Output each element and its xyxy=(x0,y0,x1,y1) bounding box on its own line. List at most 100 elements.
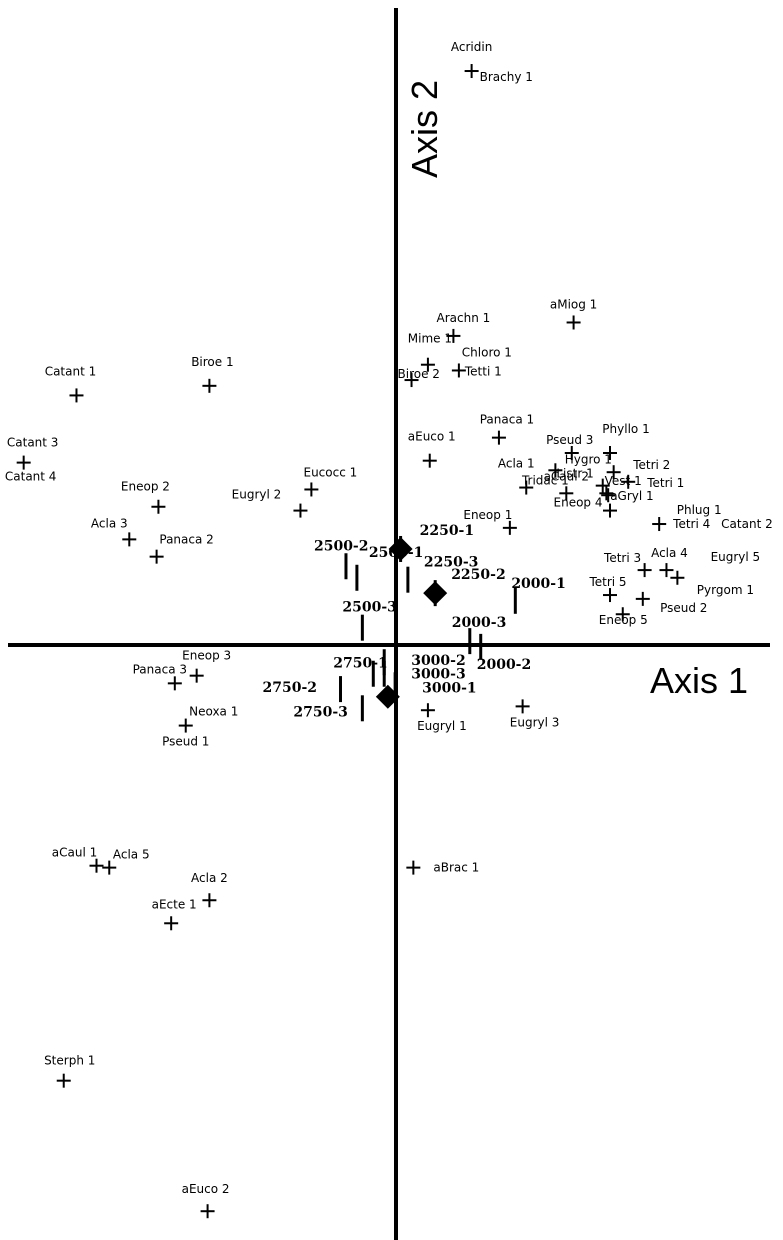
species-label-acla-1: Acla 1 xyxy=(498,457,535,471)
species-marker-panaca-1 xyxy=(491,430,506,445)
species-label-acla-2: Acla 2 xyxy=(191,871,228,885)
species-label-listr-1: Listr 1 xyxy=(556,466,593,480)
species-label-panaca-2: Panaca 2 xyxy=(159,533,213,547)
species-label-pseud-1: Pseud 1 xyxy=(162,735,209,749)
x-axis-title: Axis 1 xyxy=(650,660,748,701)
species-marker-acla-5 xyxy=(102,860,117,875)
species-label-tetri-2: Tetri 2 xyxy=(632,458,670,472)
species-label-eneop-2: Eneop 2 xyxy=(121,480,170,494)
species-marker-panaca-3 xyxy=(167,676,182,691)
species-marker-listr-1 xyxy=(599,486,614,501)
species-marker-acla-4 xyxy=(659,563,674,578)
species-marker-acridin xyxy=(464,64,479,79)
species-label-catant-2: Catant 2 xyxy=(721,517,773,531)
species-marker-biroe-2 xyxy=(404,373,419,388)
sample-label-2000-1: 2000-1 xyxy=(511,576,566,592)
species-label-biroe-1: Biroe 1 xyxy=(191,355,233,369)
sample-label-2750-2: 2750-2 xyxy=(263,680,318,696)
sample-label-2250-2: 2250-2 xyxy=(451,567,506,583)
sample-label-2750-1: 2750-1 xyxy=(333,656,388,672)
species-marker-pseud-3 xyxy=(564,446,579,461)
species-marker-acla-2 xyxy=(202,893,217,908)
species-marker-eucocc-1 xyxy=(304,482,319,497)
species-marker-acaul-1 xyxy=(89,858,104,873)
species-label-acla-5: Acla 5 xyxy=(113,848,150,862)
species-label-catant-1: Catant 1 xyxy=(45,364,97,378)
species-marker-catant-3 xyxy=(16,455,31,470)
species-label-acla-3: Acla 3 xyxy=(91,516,128,530)
species-label-arachn-1: Arachn 1 xyxy=(437,311,491,325)
species-marker-eugryl-1 xyxy=(420,703,435,718)
centroid-diamond-3 xyxy=(375,684,400,709)
species-marker-acaul-2 xyxy=(559,486,574,501)
species-marker-chloro-1 xyxy=(451,363,466,378)
species-label-brachy-1: Brachy 1 xyxy=(480,70,533,84)
sample-label-3000-3: 3000-3 xyxy=(411,667,466,683)
species-marker-pyrgom-1 xyxy=(670,570,685,585)
species-marker-phlug-1 xyxy=(652,517,667,532)
sample-label-2750-3: 2750-3 xyxy=(293,704,348,720)
species-label-agryl-1: aGryl 1 xyxy=(610,489,653,503)
species-label-tridac-1: Tridac 1 xyxy=(521,473,569,487)
species-marker-neoxa-1 xyxy=(178,718,193,733)
species-label-pyrgom-1: Pyrgom 1 xyxy=(697,583,754,597)
species-marker-aeuco-1 xyxy=(422,453,437,468)
species-label-mime-1: Mime 1 xyxy=(408,332,452,346)
species-label-acridin: Acridin xyxy=(451,40,492,54)
species-label-aeuco-1: aEuco 1 xyxy=(408,430,456,444)
species-marker-tridac-1 xyxy=(548,463,563,478)
species-label-aeuco-2: aEuco 2 xyxy=(182,1182,230,1196)
species-label-panaca-1: Panaca 1 xyxy=(480,413,534,427)
species-label-catant-4: Catant 4 xyxy=(5,470,57,484)
species-label-acla-4: Acla 4 xyxy=(651,546,688,560)
species-label-eugryl-3: Eugryl 3 xyxy=(510,715,560,729)
species-label-eugryl-5: Eugryl 5 xyxy=(711,550,761,564)
sample-label-3000-2: 3000-2 xyxy=(411,653,466,669)
species-layer: Acridin Brachy 1 aMiog 1 Arachn 1 Mime 1 Chlo… xyxy=(5,40,773,1219)
species-label-panaca-3: Panaca 3 xyxy=(133,662,187,676)
species-marker-phyllo-1 xyxy=(603,446,618,461)
species-label-acaul-1: aCaul 1 xyxy=(52,846,97,860)
species-label-tetri-4: Tetri 4 xyxy=(672,517,710,531)
species-marker-eneop-2 xyxy=(151,499,166,514)
centroid-diamond-2 xyxy=(423,581,448,606)
species-label-catant-3: Catant 3 xyxy=(7,436,59,450)
species-label-amiog-1: aMiog 1 xyxy=(550,297,597,311)
species-label-pseud-2: Pseud 2 xyxy=(660,601,707,615)
centroid-diamond-1 xyxy=(388,536,413,561)
species-label-eneop-3: Eneop 3 xyxy=(182,649,231,663)
species-label-acaul-2: aCaul 2 xyxy=(544,469,589,483)
species-marker-arachn-1 xyxy=(446,328,461,343)
species-label-chloro-1: Chloro 1 xyxy=(462,345,512,359)
species-marker-agryl-1 xyxy=(601,488,616,503)
species-marker-panaca-2 xyxy=(149,549,164,564)
centroid-layer xyxy=(375,536,448,709)
sample-label-3000-1: 3000-1 xyxy=(422,680,477,696)
species-label-eneop-4: Eneop 4 xyxy=(554,496,603,510)
species-label-eugryl-1: Eugryl 1 xyxy=(417,719,467,733)
species-marker-eneop-4 xyxy=(603,503,618,518)
species-label-pseud-3: Pseud 3 xyxy=(546,433,593,447)
y-axis-title: Axis 2 xyxy=(404,80,445,178)
species-label-aecte-1: aEcte 1 xyxy=(152,897,197,911)
sample-label-2500-2: 2500-2 xyxy=(314,538,369,554)
species-marker-acla-1 xyxy=(519,480,534,495)
species-marker-eneop-1 xyxy=(502,520,517,535)
species-marker-eneop-3 xyxy=(189,668,204,683)
species-marker-mime-1 xyxy=(420,357,435,372)
sample-label-2000-3: 2000-3 xyxy=(452,615,507,631)
species-label-eucocc-1: Eucocc 1 xyxy=(303,465,357,479)
species-label-eugryl-2: Eugryl 2 xyxy=(232,488,282,502)
species-marker-abrac-1 xyxy=(406,860,421,875)
species-label-sterph-1: Sterph 1 xyxy=(44,1054,95,1068)
species-label-phyllo-1: Phyllo 1 xyxy=(602,422,649,436)
species-marker-eugryl-2 xyxy=(293,503,308,518)
species-marker-tetri-5 xyxy=(603,588,618,603)
species-marker-catant-1 xyxy=(69,388,84,403)
species-marker-biroe-1 xyxy=(202,378,217,393)
sample-label-2250-1: 2250-1 xyxy=(420,523,475,539)
species-marker-pseud-2 xyxy=(635,591,650,606)
species-marker-eneop-5 xyxy=(615,607,630,622)
species-label-neoxa-1: Neoxa 1 xyxy=(189,705,238,719)
